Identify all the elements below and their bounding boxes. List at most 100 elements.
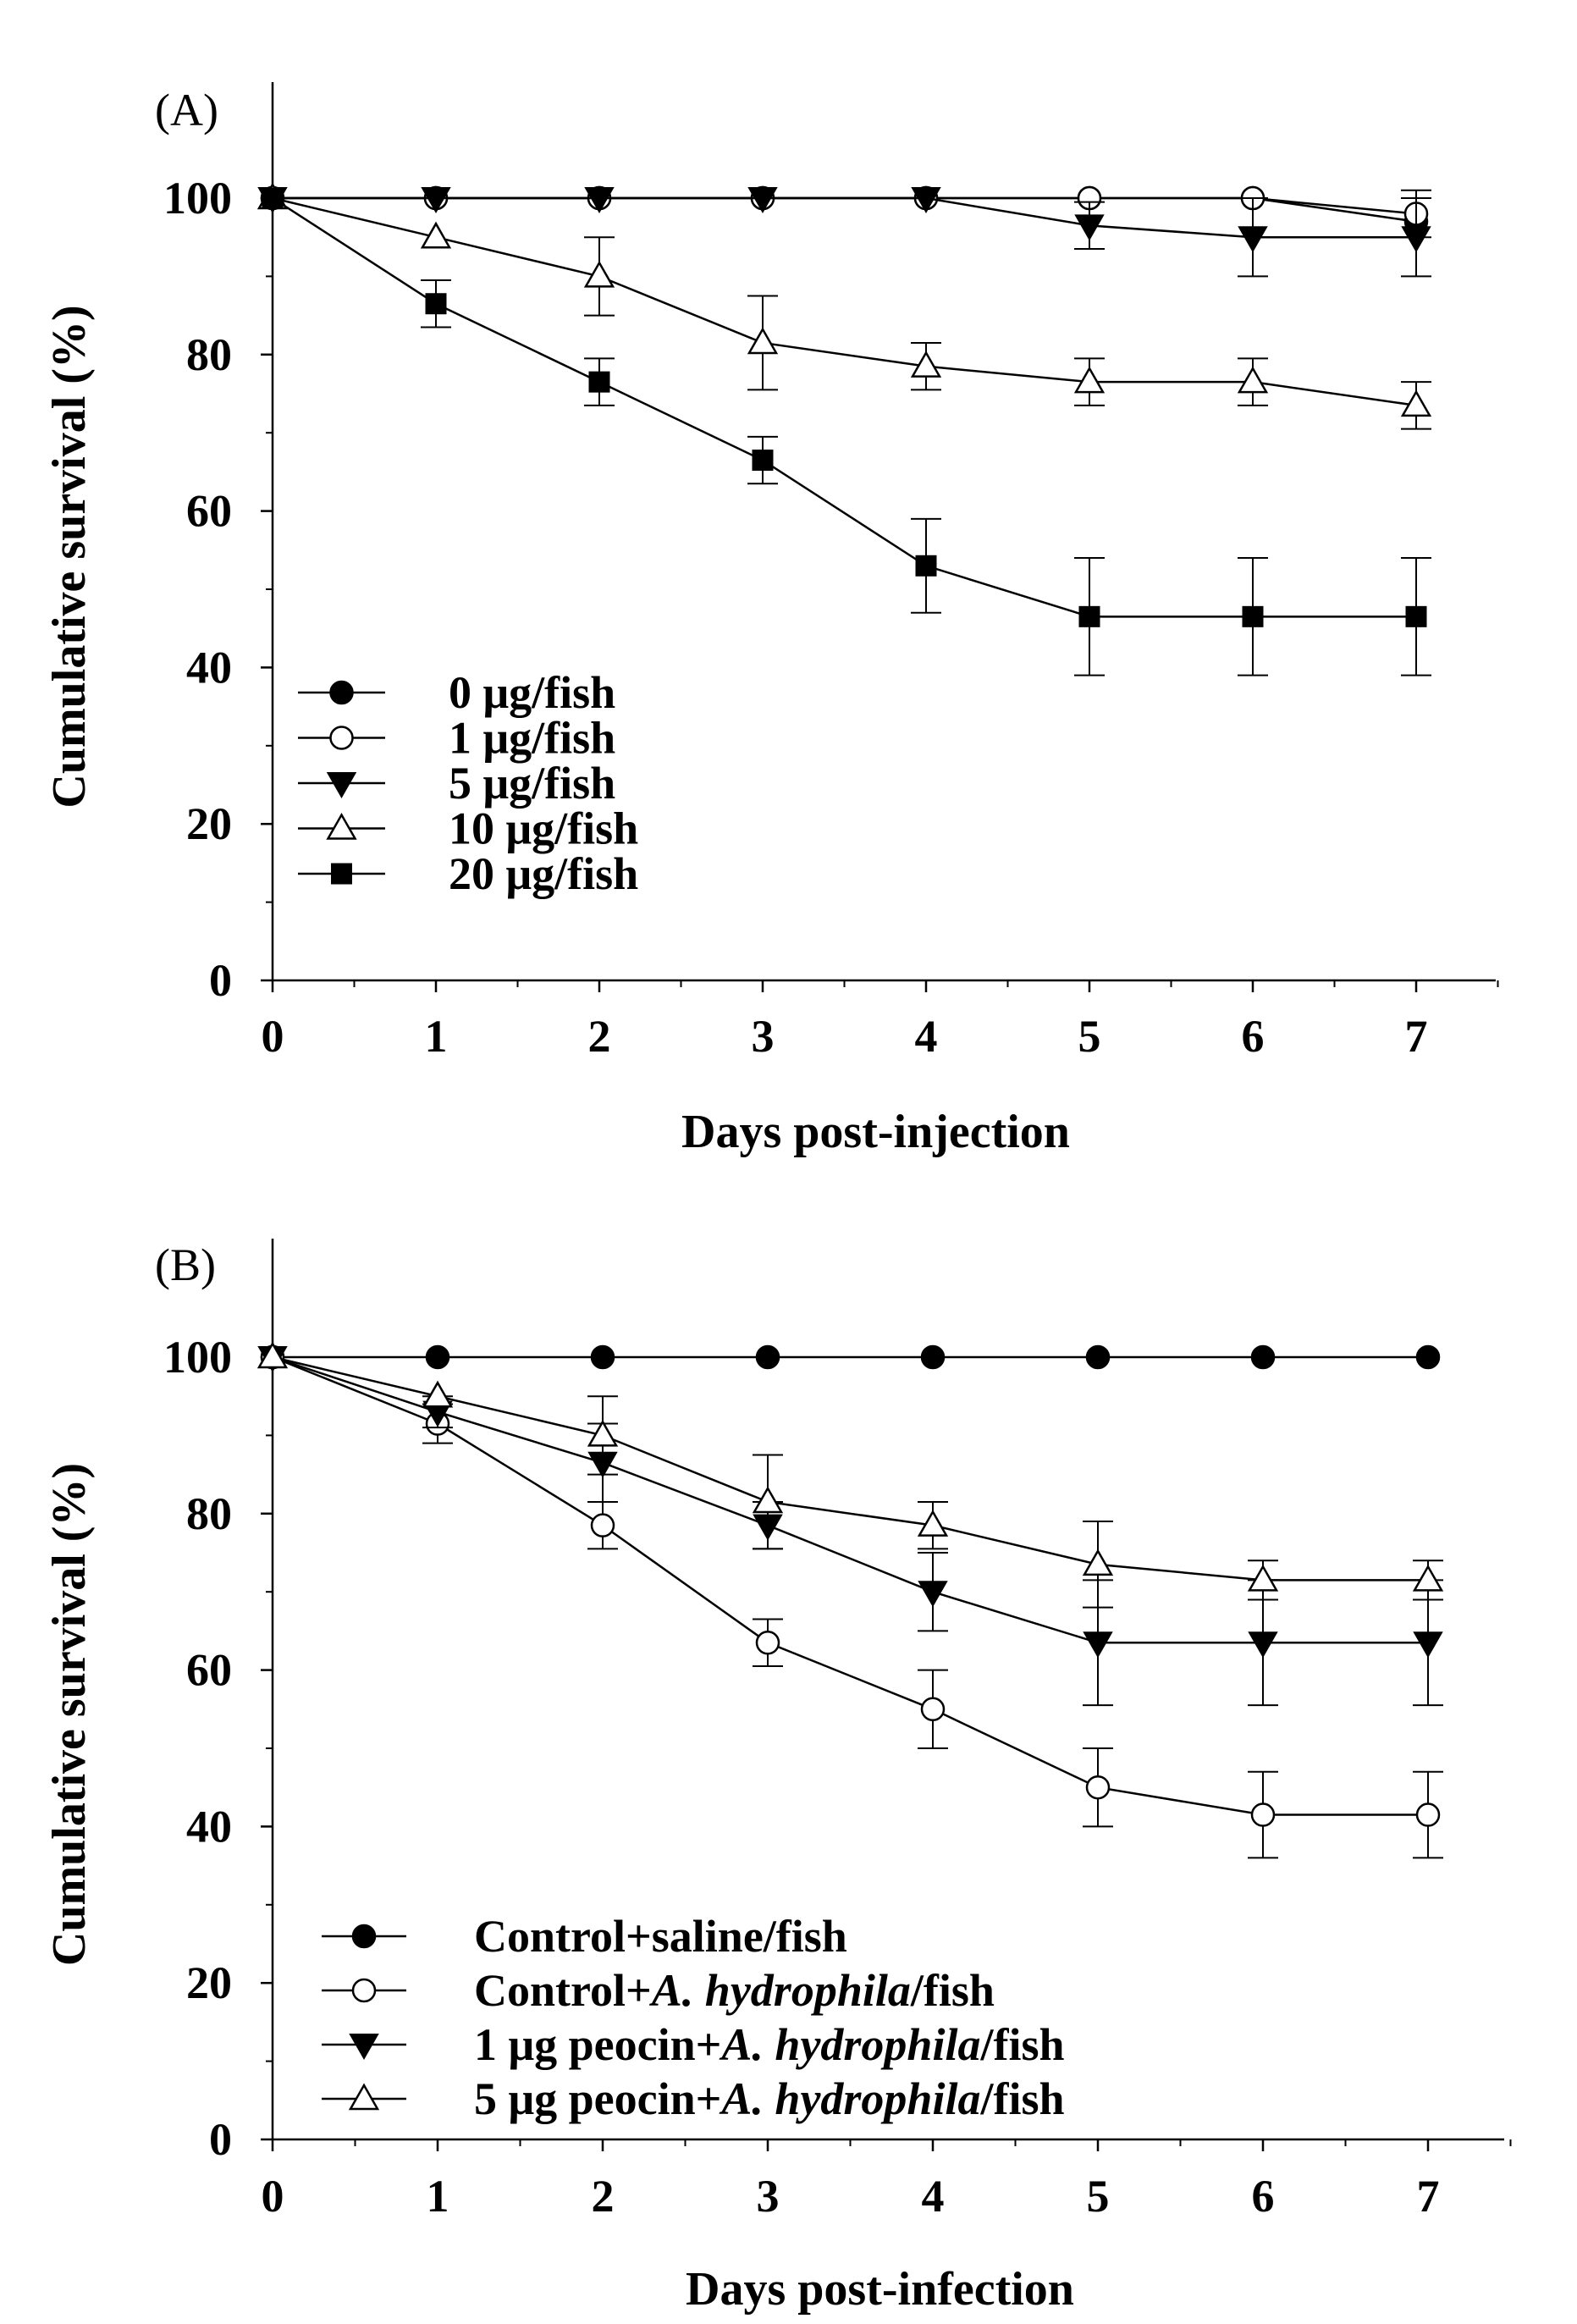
y-tick-label: 100 bbox=[163, 173, 232, 224]
data-point bbox=[1237, 366, 1269, 394]
series-line bbox=[273, 196, 1416, 239]
data-point bbox=[747, 327, 779, 355]
data-point bbox=[587, 1419, 619, 1447]
legend-marker bbox=[348, 2083, 380, 2111]
data-point bbox=[1238, 226, 1268, 253]
data-point bbox=[755, 1631, 780, 1655]
x-tick-label: 6 bbox=[1242, 1011, 1265, 1062]
x-tick-label: 4 bbox=[922, 2171, 945, 2222]
legend-label: Control+saline/fish bbox=[474, 1911, 847, 1962]
series-line bbox=[272, 1355, 1428, 1644]
legend-label-italic: A. hydrophila bbox=[649, 1965, 911, 2016]
legend-label: 20 μg/fish bbox=[449, 848, 638, 899]
data-point bbox=[1078, 605, 1100, 627]
y-tick-label: 100 bbox=[163, 1332, 232, 1383]
data-point bbox=[915, 555, 937, 577]
legend-label-part: /fish bbox=[910, 1965, 995, 2016]
data-point bbox=[1415, 1344, 1441, 1370]
data-point bbox=[747, 187, 778, 214]
legend-label-part: Control+saline/fish bbox=[474, 1911, 847, 1962]
legend-label: 0 μg/fish bbox=[449, 667, 615, 718]
data-point bbox=[590, 1513, 615, 1537]
data-point bbox=[1405, 605, 1427, 627]
legend-marker bbox=[326, 772, 357, 799]
data-point bbox=[425, 293, 447, 315]
x-tick-label: 2 bbox=[588, 1011, 611, 1062]
series-line bbox=[272, 1355, 1428, 1582]
x-tick-label: 6 bbox=[1252, 2171, 1275, 2222]
data-point bbox=[584, 187, 615, 214]
data-point bbox=[755, 1344, 780, 1370]
y-tick-label: 60 bbox=[186, 1645, 232, 1696]
y-tick-label: 20 bbox=[186, 798, 232, 849]
data-point bbox=[588, 371, 610, 393]
data-point bbox=[1073, 366, 1106, 394]
x-tick-label: 2 bbox=[592, 2171, 615, 2222]
x-tick-label: 7 bbox=[1417, 2171, 1440, 2222]
x-tick-label: 1 bbox=[427, 2171, 449, 2222]
legend-label-part: /fish bbox=[979, 2073, 1064, 2124]
data-point bbox=[256, 1341, 289, 1369]
data-point bbox=[920, 1697, 946, 1722]
x-axis-title: Days post-injection bbox=[681, 1106, 1070, 1158]
x-tick-label: 0 bbox=[262, 1011, 284, 1062]
x-tick-label: 4 bbox=[915, 1011, 938, 1062]
y-axis-title: Cumulative survival (%) bbox=[43, 305, 96, 808]
data-point bbox=[1248, 1631, 1278, 1659]
legend-label: 5 μg/fish bbox=[449, 758, 615, 809]
data-point bbox=[920, 1344, 946, 1370]
data-point bbox=[1085, 1775, 1111, 1800]
legend-marker bbox=[351, 1924, 377, 1949]
legend-marker bbox=[326, 812, 357, 840]
series-4 bbox=[256, 1341, 1444, 1609]
y-tick-label: 40 bbox=[186, 1801, 232, 1852]
legend-label-italic: A. hydrophila bbox=[719, 2073, 980, 2124]
data-point bbox=[752, 1486, 784, 1514]
data-point bbox=[425, 1344, 450, 1370]
series-5 bbox=[262, 187, 1431, 676]
data-point bbox=[1247, 1564, 1279, 1592]
data-point bbox=[917, 1510, 949, 1537]
data-point bbox=[1415, 1802, 1441, 1827]
legend-marker bbox=[329, 726, 354, 750]
series-3 bbox=[257, 187, 1431, 278]
x-tick-label: 7 bbox=[1405, 1011, 1428, 1062]
y-tick-label: 20 bbox=[186, 1957, 232, 2008]
x-tick-label: 5 bbox=[1078, 1011, 1101, 1062]
legend-marker bbox=[331, 863, 352, 885]
legend-label: 5 μg peocin+A. hydrophila/fish bbox=[474, 2073, 1065, 2124]
legend-label-part: Control+ bbox=[474, 1965, 652, 2016]
data-point bbox=[1242, 605, 1264, 627]
y-tick-label: 60 bbox=[186, 486, 232, 537]
legend-marker bbox=[351, 1978, 377, 2003]
legend-label: Control+A. hydrophila/fish bbox=[474, 1965, 995, 2016]
panel-label: (A) bbox=[155, 85, 218, 135]
x-tick-label: 3 bbox=[757, 2171, 780, 2222]
chart-panel-a: (A) 0 20 40 60 80 100 0 1 2 3 4 5 6 7 Days post-injecti… bbox=[43, 82, 1499, 1158]
data-point bbox=[583, 260, 615, 288]
series-line bbox=[272, 1355, 1428, 1816]
data-point bbox=[1250, 1802, 1276, 1827]
data-point bbox=[1413, 1631, 1443, 1659]
data-point bbox=[1412, 1564, 1444, 1592]
legend-marker bbox=[329, 680, 354, 705]
legend-label-part: 5 μg peocin+ bbox=[474, 2073, 721, 2124]
data-point bbox=[421, 187, 451, 214]
legend-label: 1 μg/fish bbox=[449, 713, 615, 764]
data-point bbox=[1074, 214, 1105, 241]
series-line bbox=[272, 196, 1417, 407]
legend-label-italic: A. hydrophila bbox=[719, 2019, 980, 2070]
data-point bbox=[910, 351, 942, 378]
data-point bbox=[262, 187, 284, 209]
data-point bbox=[422, 1380, 454, 1408]
series-1 bbox=[260, 1344, 1441, 1370]
chart-panel-b: (B) 0 20 40 60 80 100 0 1 2 3 4 5 6 7 Days post-infecti… bbox=[43, 1239, 1512, 2316]
series-4 bbox=[256, 182, 1432, 430]
x-tick-label: 1 bbox=[425, 1011, 448, 1062]
y-tick-label: 80 bbox=[186, 329, 232, 380]
data-point bbox=[918, 1581, 948, 1608]
legend-label: 10 μg/fish bbox=[449, 803, 638, 854]
x-tick-label: 0 bbox=[262, 2171, 284, 2222]
